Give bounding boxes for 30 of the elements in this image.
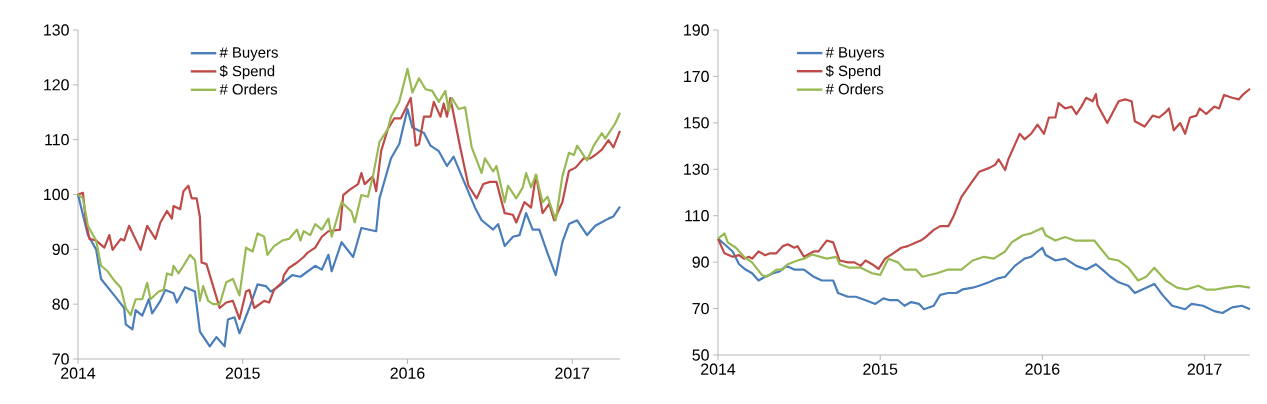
y-tick-label: 70	[692, 302, 709, 315]
y-tick-label: 110	[45, 134, 69, 146]
y-tick-label: 130	[44, 24, 69, 36]
y-tick-label: 110	[685, 210, 709, 222]
legend-label: # Buyers	[219, 47, 278, 61]
line-series	[76, 107, 622, 348]
x-tick-label: 2014	[701, 363, 736, 375]
x-tick-label: 2016	[1025, 363, 1060, 375]
legend-label: # Buyers	[825, 47, 884, 61]
y-tick-label: 130	[684, 163, 709, 175]
y-tick-label: 70	[52, 353, 69, 365]
y-tick-label: 90	[52, 243, 69, 255]
y-tick-label: 120	[44, 79, 69, 91]
legend-label: $ Spend	[825, 64, 881, 80]
y-tick-label: 190	[684, 24, 709, 36]
legend-label: # Orders	[219, 83, 278, 95]
legend-label: $ Spend	[219, 65, 275, 80]
x-tick-label: 2015	[225, 367, 260, 379]
legend-label: # Orders	[825, 83, 884, 95]
x-tick-label: 2016	[390, 367, 425, 379]
y-tick-label: 170	[684, 70, 709, 83]
y-tick-label: 50	[692, 349, 709, 361]
x-tick-label: 2017	[1187, 363, 1222, 375]
y-tick-label: 100	[44, 188, 69, 201]
x-tick-label: 2017	[555, 367, 590, 379]
y-tick-label: 90	[692, 256, 709, 268]
y-tick-label: 150	[684, 117, 709, 129]
x-tick-label: 2014	[61, 367, 96, 379]
y-tick-label: 80	[52, 298, 69, 310]
x-tick-label: 2015	[863, 363, 898, 375]
